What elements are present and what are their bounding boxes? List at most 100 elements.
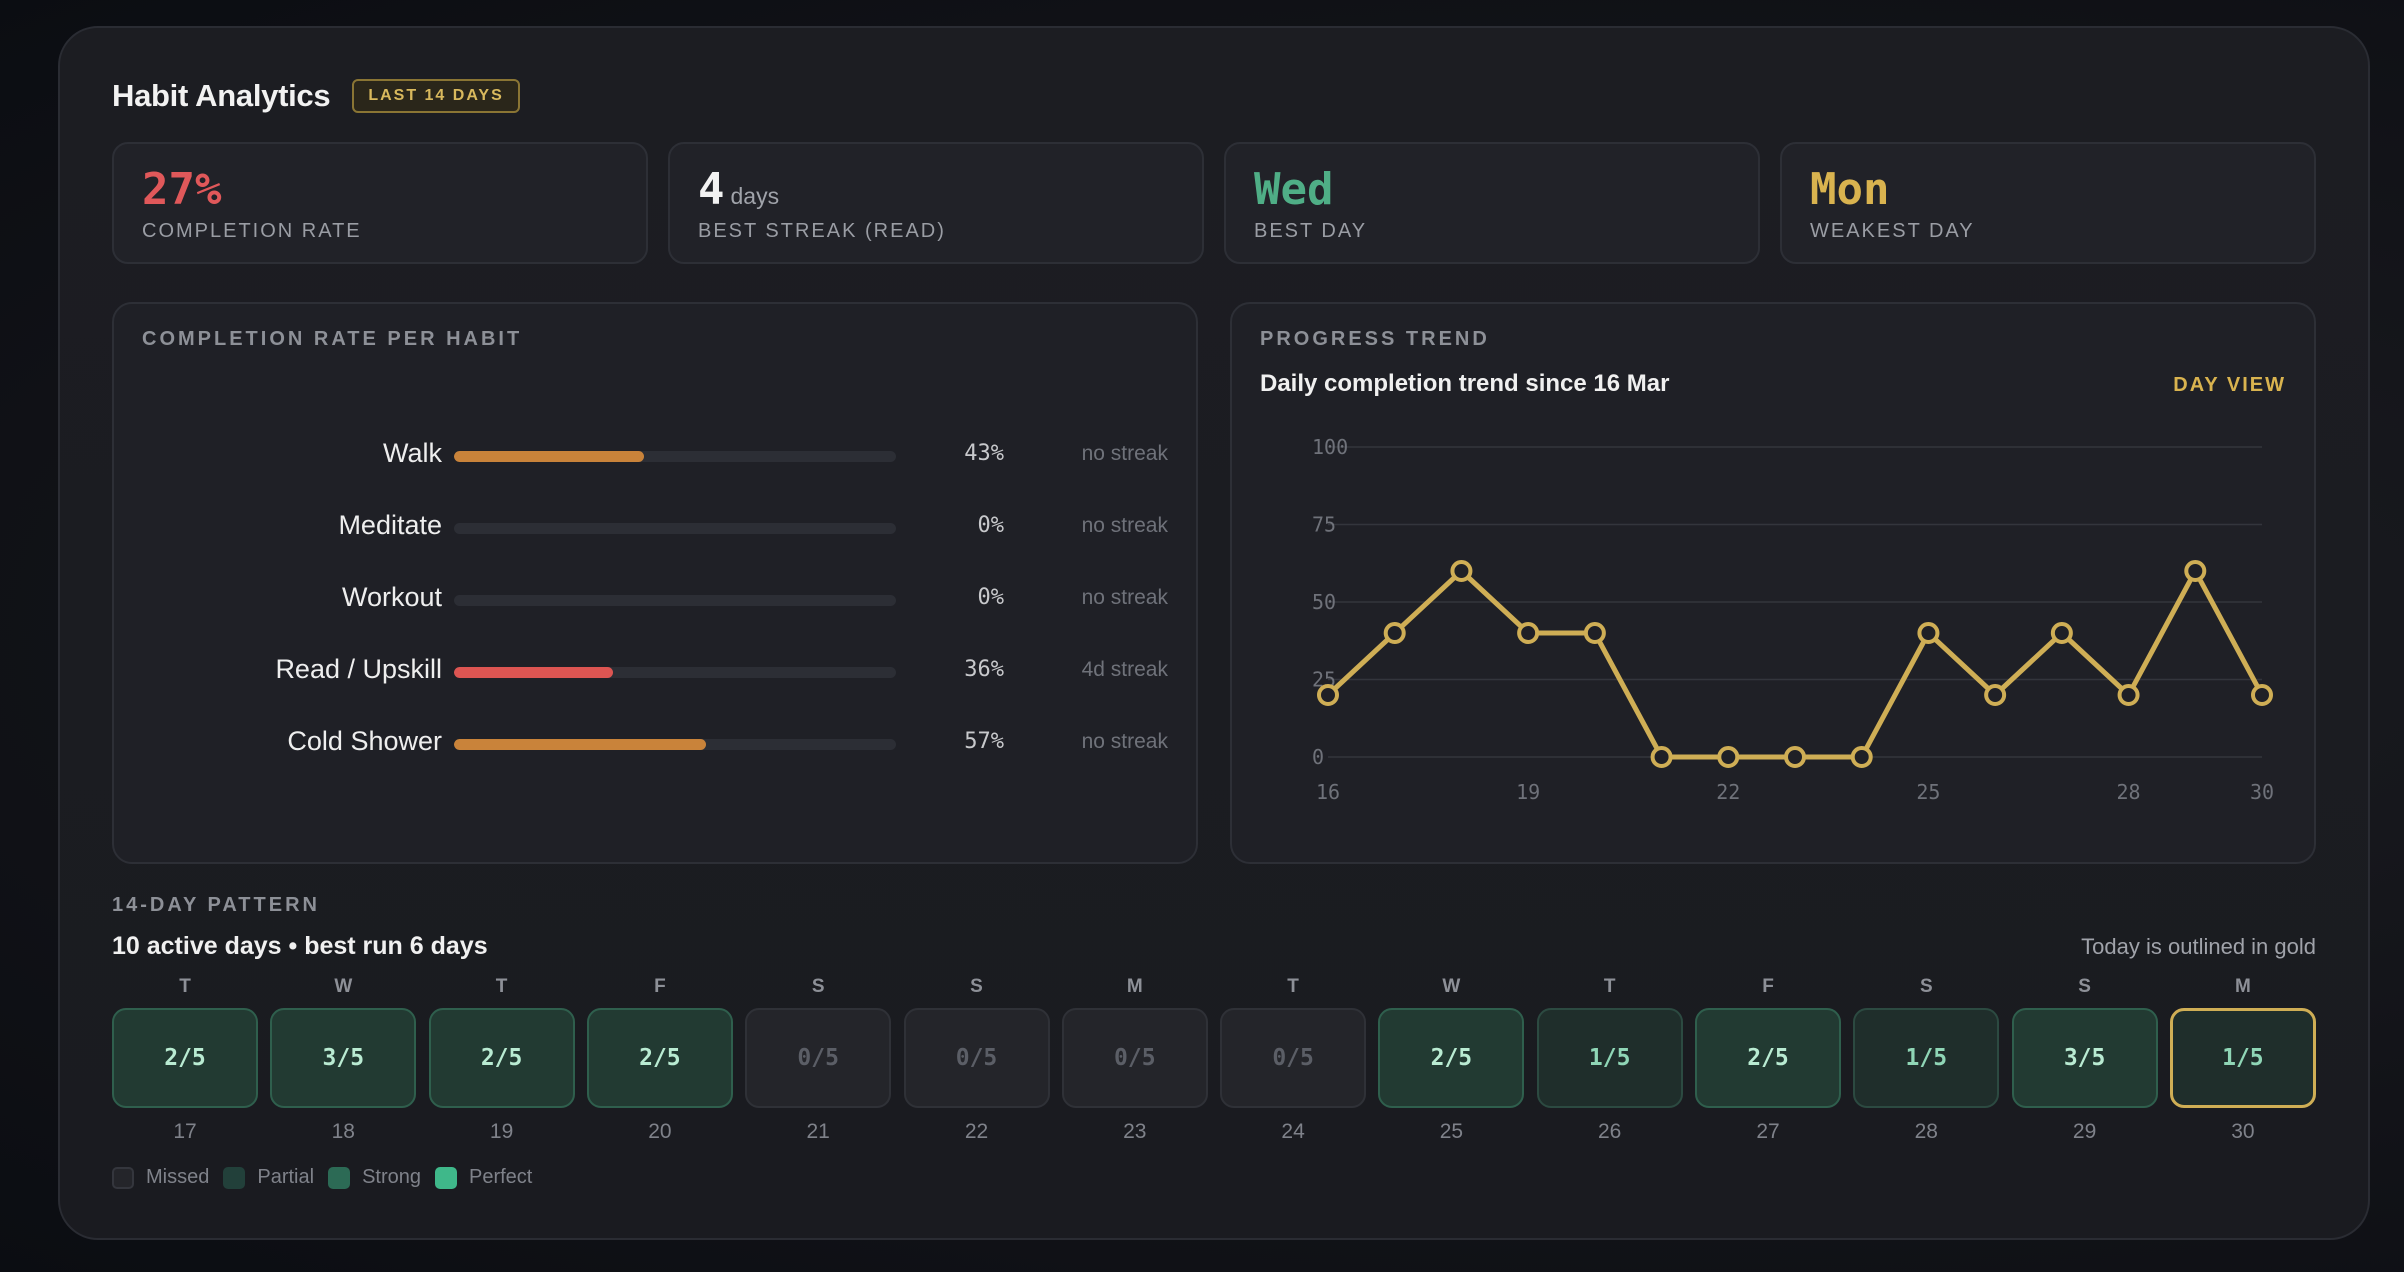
day-view-toggle[interactable]: DAY VIEW (2173, 374, 2286, 396)
habit-percent: 0% (977, 513, 1005, 538)
data-point (1650, 746, 1673, 768)
day-date: 19 (489, 1120, 514, 1143)
day-cell[interactable]: 2/5 (1378, 1008, 1525, 1108)
data-point (1450, 560, 1473, 582)
day-cell[interactable]: 1/5 (1853, 1008, 2000, 1108)
legend-swatch (328, 1166, 351, 1189)
y-tick-label: 50 (1312, 590, 1336, 614)
habit-row[interactable]: Cold Shower 57% no streak (114, 726, 1194, 758)
habit-streak: no streak (1081, 442, 1168, 465)
habit-name: Walk (383, 438, 442, 468)
day-of-week: W (334, 976, 353, 997)
x-tick-label: 25 (1916, 780, 1940, 804)
habit-row[interactable]: Workout 0% no streak (114, 582, 1194, 614)
day-of-week: S (811, 976, 825, 997)
day-date: 20 (648, 1120, 672, 1143)
data-point (1784, 746, 1806, 768)
habit-percent: 36% (964, 657, 1004, 682)
day-of-week: F (654, 976, 666, 997)
day-column: F 2/5 20 (586, 976, 733, 1144)
legend-item: Missed (112, 1166, 209, 1189)
progress-trend-card: PROGRESS TREND Daily completion trend si… (1230, 302, 2316, 864)
habit-row[interactable]: Read / Upskill 36% 4d streak (114, 654, 1194, 686)
data-point (2050, 622, 2073, 644)
day-column: W 2/5 25 (1378, 976, 1525, 1144)
day-column: W 3/5 18 (270, 976, 417, 1144)
day-cell[interactable]: 0/5 (1220, 1008, 1367, 1108)
legend-item: Partial (223, 1166, 314, 1189)
day-cell[interactable]: 2/5 (586, 1008, 733, 1108)
habit-streak: no streak (1081, 586, 1168, 609)
stat-label: BEST STREAK (READ) (698, 220, 946, 242)
day-date: 27 (1756, 1120, 1780, 1143)
habit-rates-card: COMPLETION RATE PER HABIT Walk 43% no stre… (112, 302, 1198, 864)
day-date: 30 (2231, 1120, 2255, 1143)
day-date: 24 (1281, 1120, 1305, 1143)
day-cell[interactable]: 0/5 (1061, 1008, 1208, 1108)
stat-best-streak: 4 days BEST STREAK (READ) (668, 142, 1204, 264)
day-cell[interactable]: 2/5 (112, 1008, 258, 1108)
habit-name: Meditate (338, 510, 442, 540)
legend-swatch (435, 1166, 457, 1189)
day-of-week: S (970, 976, 983, 997)
stat-weakest-day: Mon WEAKEST DAY (1780, 142, 2316, 264)
data-point (2251, 684, 2273, 706)
habit-row[interactable]: Meditate 0% no streak (114, 510, 1194, 542)
habit-progress-track (454, 595, 896, 606)
day-of-week: T (495, 976, 508, 997)
card-title: PROGRESS TREND (1260, 328, 1490, 350)
range-badge[interactable]: LAST 14 DAYS (352, 79, 520, 113)
y-tick-label: 0 (1312, 745, 1324, 769)
legend-swatch (223, 1166, 246, 1189)
x-tick-label: 30 (2250, 780, 2274, 804)
day-of-week: T (1603, 976, 1616, 997)
data-point (1383, 622, 1406, 644)
page-title: Habit Analytics (112, 78, 331, 113)
day-column: T 2/5 17 (112, 976, 258, 1144)
card-title: COMPLETION RATE PER HABIT (142, 328, 523, 350)
stat-value: Wed (1254, 164, 1334, 215)
stat-label: COMPLETION RATE (142, 220, 362, 242)
day-date: 23 (1123, 1120, 1147, 1143)
pattern-note: Today is outlined in gold (2081, 934, 2316, 959)
legend-label: Partial (257, 1166, 315, 1188)
x-tick-label: 22 (1716, 780, 1740, 804)
day-column: S 1/5 28 (1853, 976, 2000, 1144)
day-column: S 3/5 29 (2011, 976, 2158, 1144)
data-point (2184, 560, 2207, 582)
habit-streak: no streak (1081, 730, 1168, 753)
day-column: F 2/5 27 (1695, 976, 1841, 1144)
pattern-title: 14-DAY PATTERN (112, 894, 320, 916)
day-of-week: T (179, 976, 191, 997)
day-cell[interactable]: 1/5 (2169, 1008, 2316, 1108)
day-cell[interactable]: 2/5 (1695, 1008, 1841, 1108)
legend-label: Perfect (469, 1166, 533, 1188)
day-date: 21 (806, 1120, 830, 1143)
legend-item: Perfect (435, 1166, 532, 1189)
stat-value: 4 days (698, 164, 780, 215)
habit-progress-fill (454, 667, 614, 678)
habit-row[interactable]: Walk 43% no streak (114, 438, 1194, 470)
day-column: S 0/5 21 (745, 976, 892, 1144)
data-point (1917, 622, 1940, 644)
day-cell[interactable]: 0/5 (745, 1008, 892, 1108)
day-of-week: S (2078, 976, 2091, 997)
day-cell[interactable]: 1/5 (1536, 1008, 1683, 1108)
day-column: M 0/5 23 (1061, 976, 1208, 1144)
habit-progress-track (454, 667, 896, 678)
panel-header: Habit Analytics LAST 14 DAYS (112, 78, 520, 114)
data-point (1517, 622, 1540, 644)
stat-label: BEST DAY (1254, 220, 1368, 242)
trend-subtitle: Daily completion trend since 16 Mar (1260, 370, 1670, 397)
stat-value: Mon (1810, 164, 1890, 215)
day-cell[interactable]: 3/5 (2011, 1008, 2158, 1108)
legend-label: Missed (146, 1166, 210, 1188)
x-tick-label: 16 (1316, 780, 1340, 804)
habit-percent: 0% (977, 585, 1005, 610)
day-cell[interactable]: 2/5 (428, 1008, 575, 1108)
day-cell[interactable]: 0/5 (903, 1008, 1050, 1108)
day-date: 28 (1914, 1120, 1938, 1143)
stat-completion-rate: 27% COMPLETION RATE (112, 142, 648, 264)
day-date: 22 (964, 1120, 989, 1143)
day-cell[interactable]: 3/5 (270, 1008, 417, 1108)
